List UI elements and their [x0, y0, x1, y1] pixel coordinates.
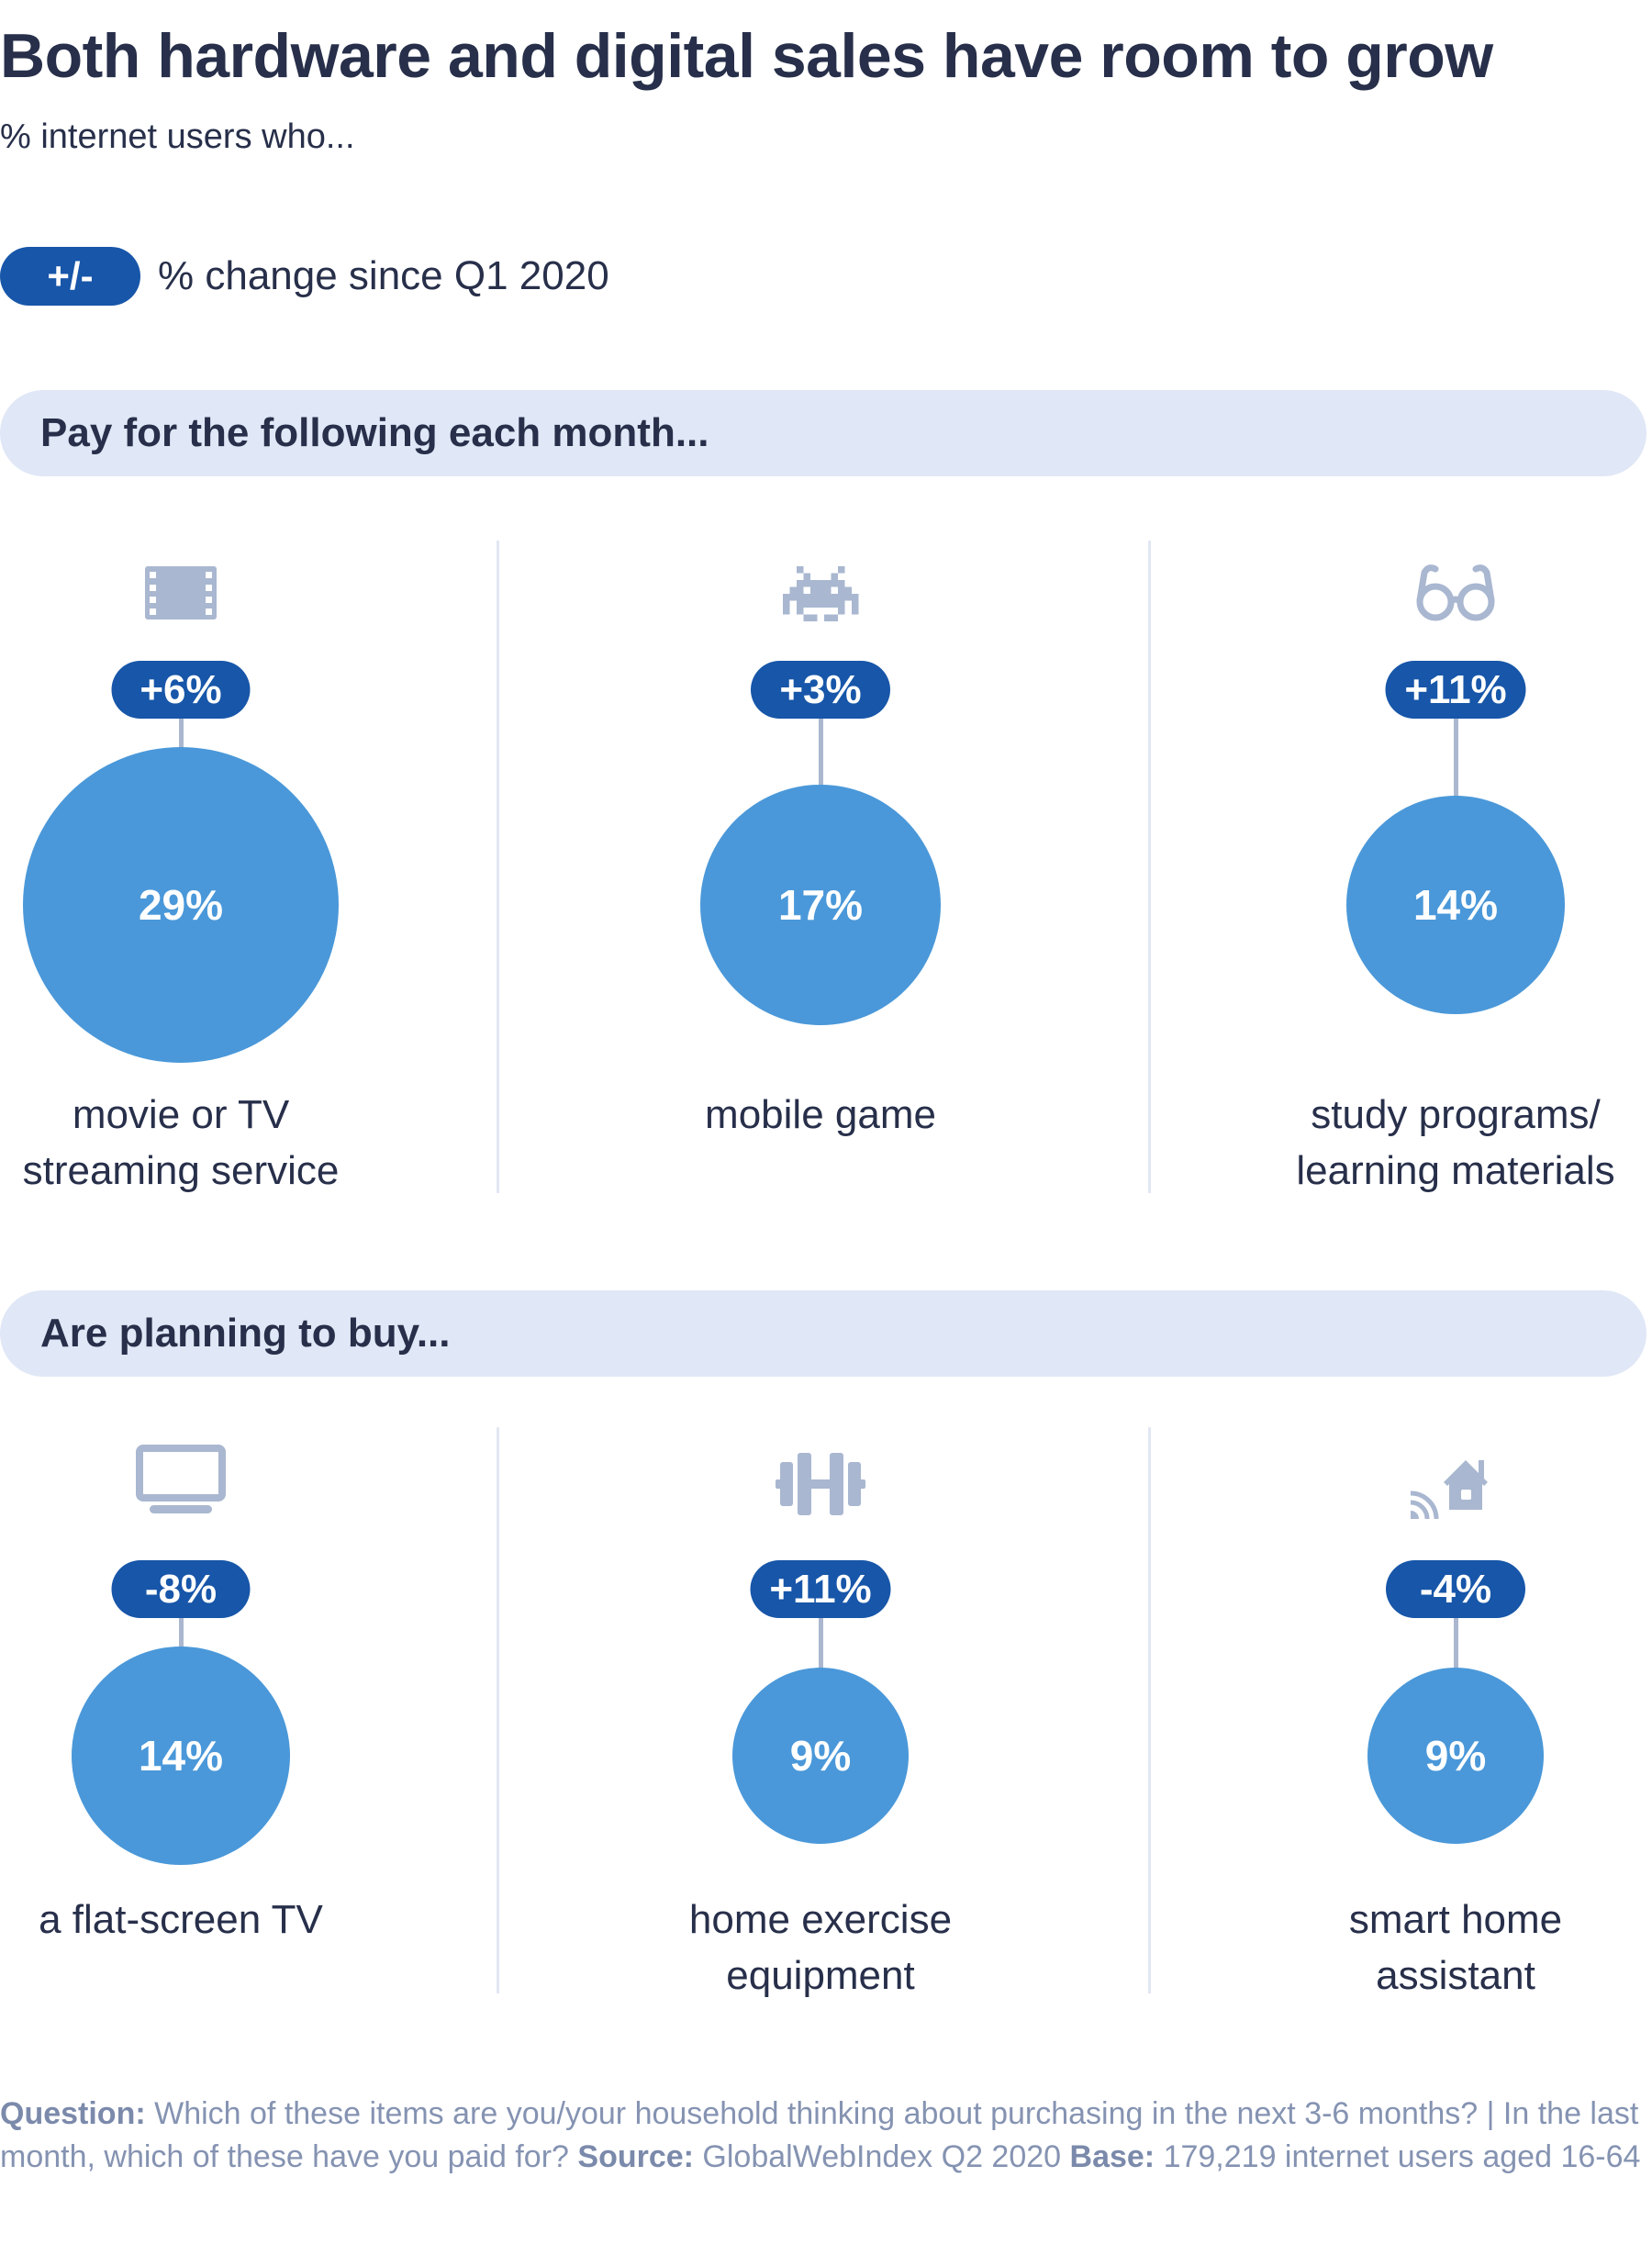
value-bubble: 9%	[1367, 1668, 1544, 1844]
tv-monitor-icon	[136, 1445, 226, 1513]
value-bubble: 14%	[72, 1647, 290, 1865]
item-study-programs: +11% 14% study programs/ learning materi…	[1199, 0, 1652, 1285]
source-text: GlobalWebIndex Q2 2020	[693, 2139, 1070, 2174]
base-label: Base:	[1069, 2139, 1155, 2174]
item-label: home exercise equipment	[688, 1897, 953, 1998]
value-bubble: 17%	[700, 785, 941, 1025]
item-home-exercise-equipment: +11% 9% home exercise equipment	[564, 0, 1077, 2065]
change-badge: +3%	[751, 661, 890, 719]
smart-home-icon	[1411, 1460, 1488, 1519]
dumbbell-icon	[776, 1453, 865, 1515]
item-mobile-game: +3% 17% mobile game	[564, 0, 1077, 1285]
column-divider	[1148, 541, 1151, 1193]
base-text: 179,219 internet users aged 16-64	[1155, 2139, 1641, 2174]
connector-line	[1453, 1618, 1458, 1669]
space-invader-icon	[782, 566, 859, 621]
change-badge: +6%	[111, 661, 251, 719]
chart-title: Both hardware and digital sales have roo…	[0, 21, 1493, 91]
change-badge: -4%	[1386, 1560, 1525, 1618]
column-divider	[1148, 1427, 1151, 1993]
question-text: Which of these items are you/your househ…	[0, 2096, 1639, 2174]
section-header-pay-monthly: Pay for the following each month...	[0, 390, 1646, 476]
legend-text: % change since Q1 2020	[158, 253, 609, 298]
item-flat-screen-tv: -8% 14% a flat-screen TV	[0, 0, 438, 2065]
legend: +/- % change since Q1 2020	[0, 247, 609, 306]
connector-line	[178, 719, 184, 748]
footer-notes: Question: Which of these items are you/y…	[0, 2093, 1643, 2179]
connector-line	[818, 1618, 823, 1669]
item-smart-home-assistant: -4% 9% smart home assistant	[1199, 0, 1652, 2065]
change-badge: +11%	[1385, 661, 1526, 719]
chart-subtitle: % internet users who...	[0, 117, 355, 156]
item-label: a flat-screen TV	[39, 1897, 323, 1942]
source-label: Source:	[577, 2139, 694, 2174]
glasses-icon	[1416, 564, 1495, 621]
item-movie-tv-streaming: +6% 29% movie or TV streaming service	[0, 0, 438, 1285]
change-badge: +11%	[750, 1560, 891, 1618]
film-icon	[145, 566, 217, 620]
value-bubble: 9%	[732, 1668, 909, 1844]
section-heading: Are planning to buy...	[40, 1311, 451, 1356]
section-heading: Pay for the following each month...	[40, 410, 709, 455]
value-bubble: 14%	[1346, 796, 1565, 1014]
item-label: study programs/ learning materials	[1296, 1092, 1615, 1193]
value-bubble: 29%	[23, 747, 339, 1063]
column-divider	[497, 1427, 499, 1993]
change-badge: -8%	[111, 1560, 251, 1618]
column-divider	[497, 541, 499, 1193]
section-header-planning-to-buy: Are planning to buy...	[0, 1290, 1646, 1377]
connector-line	[818, 719, 823, 786]
question-label: Question:	[0, 2096, 146, 2131]
item-label: smart home assistant	[1348, 1897, 1563, 1998]
connector-line	[178, 1618, 184, 1647]
connector-line	[1453, 719, 1458, 797]
item-label: mobile game	[705, 1092, 936, 1137]
item-label: movie or TV streaming service	[22, 1092, 340, 1193]
legend-change-pill: +/-	[0, 247, 140, 306]
